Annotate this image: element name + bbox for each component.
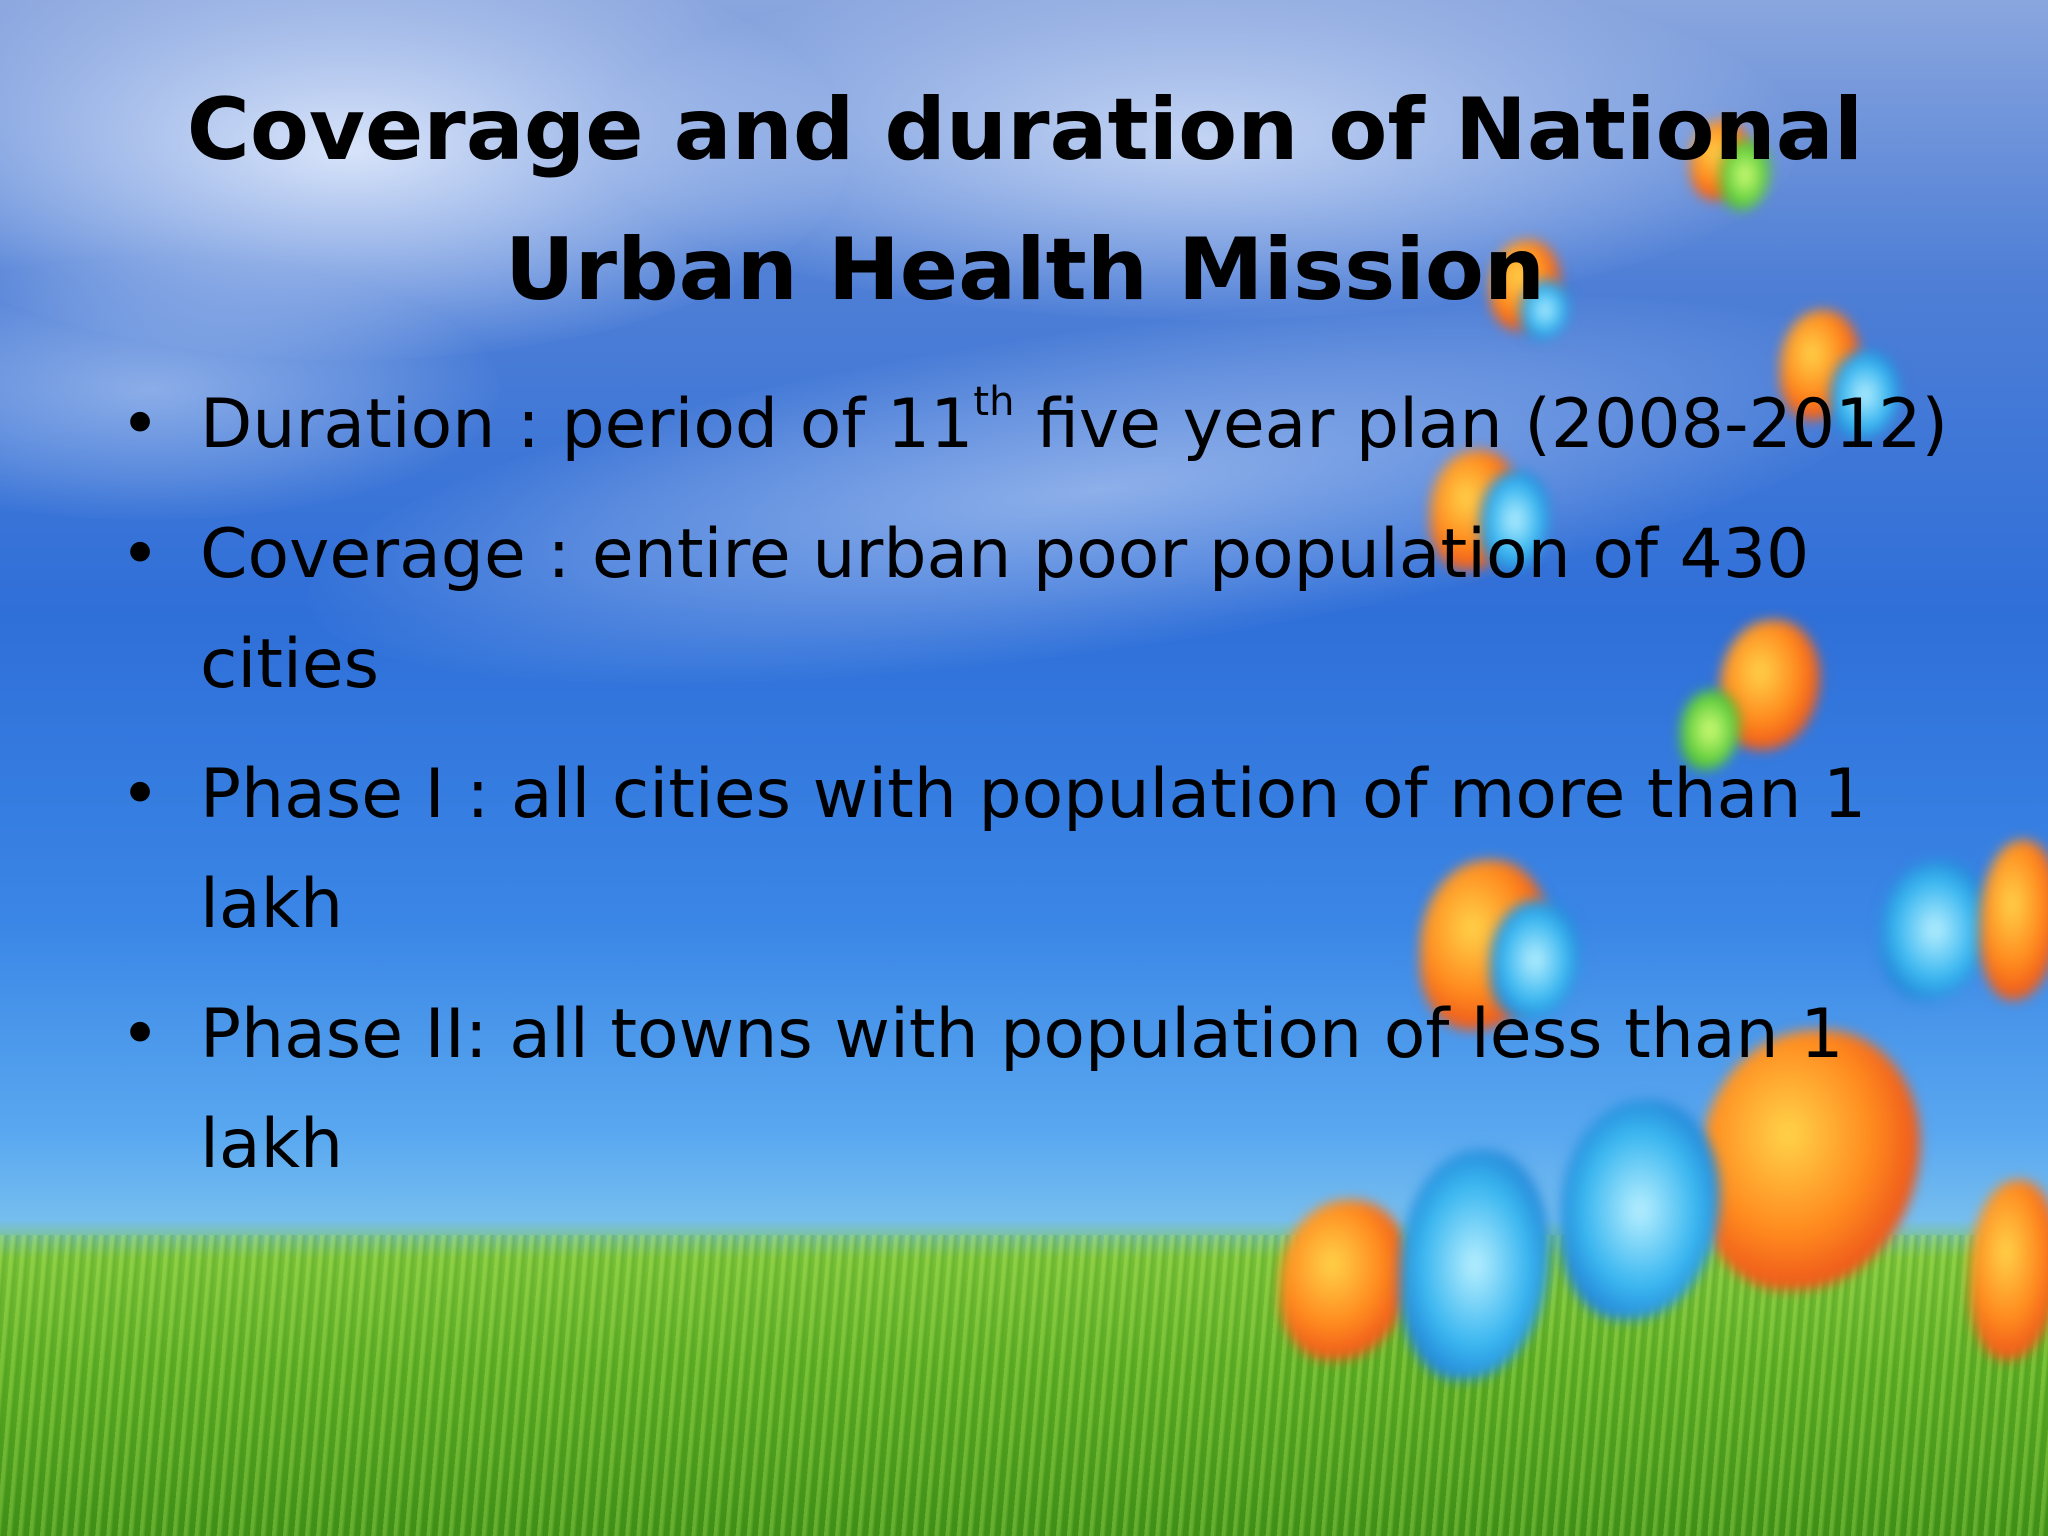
bullet-superscript: th	[973, 379, 1015, 425]
bullet-text: Phase I : all cities with population of …	[200, 755, 1867, 944]
bullet-item-phase-1: • Phase I : all cities with population o…	[120, 740, 1960, 960]
slide-title: Coverage and duration of National Urban …	[186, 80, 1864, 320]
bullet-icon: •	[120, 995, 161, 1074]
bullet-text: five year plan (2008-2012)	[1014, 385, 1949, 464]
grass-blades-decor	[0, 1235, 2048, 1536]
bullet-list: • Duration : period of 11th five year pl…	[120, 370, 1960, 1220]
bullet-text: Duration : period of 11	[200, 385, 974, 464]
bullet-text: Phase II: all towns with population of l…	[200, 995, 1844, 1184]
bullet-icon: •	[120, 385, 161, 464]
bullet-item-duration: • Duration : period of 11th five year pl…	[120, 370, 1960, 480]
bullet-item-phase-2: • Phase II: all towns with population of…	[120, 980, 1960, 1200]
grass-decor	[0, 1220, 2048, 1536]
cloud-decor	[600, 0, 1800, 320]
bullet-icon: •	[120, 755, 161, 834]
bullet-icon: •	[120, 515, 161, 594]
bullet-item-coverage: • Coverage : entire urban poor populatio…	[120, 500, 1960, 720]
bullet-text: Coverage : entire urban poor population …	[200, 515, 1810, 704]
